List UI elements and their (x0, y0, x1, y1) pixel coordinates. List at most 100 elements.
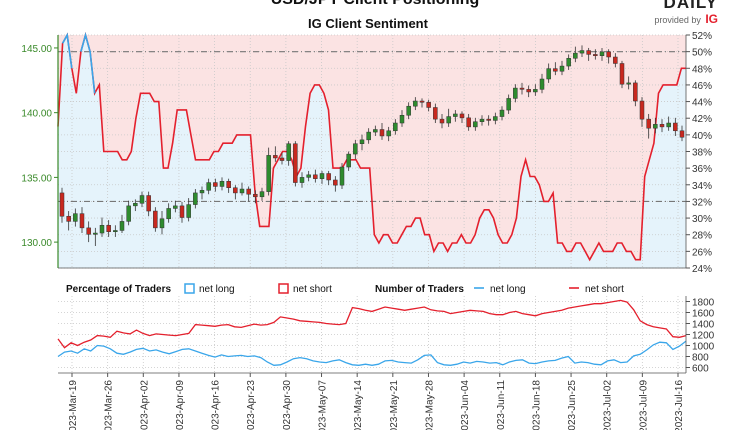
pct-tick-label: 36% (692, 164, 712, 175)
chart-subtitle: IG Client Sentiment (308, 16, 429, 31)
candle-body (533, 89, 538, 93)
candle-body (633, 82, 638, 102)
candle (459, 111, 465, 124)
date-tick-label: 2023-May-14 (353, 380, 364, 430)
candle (579, 45, 585, 58)
candle-body (219, 181, 225, 187)
candle-body (419, 100, 425, 103)
candle (186, 198, 191, 222)
candle-body (373, 129, 378, 133)
candle-body (139, 195, 145, 204)
pct-tick-label: 52% (692, 31, 712, 42)
price-sentiment-panel: 130.00 135.00 140.00 145.00 24% 26% 28% 30% 32% 3… (21, 31, 712, 275)
candle-body (133, 203, 138, 207)
brand-ig-logo: IG (705, 12, 718, 26)
candle-body (673, 122, 678, 132)
candle (199, 186, 205, 200)
candle-body (493, 116, 498, 121)
candle (653, 117, 658, 134)
pct-tick-label: 28% (692, 231, 712, 242)
candle (139, 191, 145, 208)
candle-body (266, 155, 271, 192)
candle (633, 80, 638, 107)
candle (593, 49, 598, 60)
net-short-pct-line (57, 32, 686, 262)
candle-body (93, 232, 98, 235)
candle (259, 187, 265, 201)
candle-body (206, 182, 211, 191)
candle (399, 110, 405, 127)
candle (293, 141, 298, 187)
pct-tick-label: 34% (692, 181, 712, 192)
candle (126, 200, 131, 226)
price-tick-label: 135.00 (21, 173, 52, 184)
candle (586, 47, 591, 61)
count-tick-label: 1600 (692, 309, 715, 320)
candle-body (286, 143, 291, 161)
pct-tick-label: 42% (692, 114, 712, 125)
candle (146, 191, 151, 217)
candle (479, 115, 485, 126)
candle-body (506, 98, 511, 111)
candle-body (86, 227, 91, 235)
candle (106, 220, 111, 237)
legend-pct-title: Percentage of Traders (66, 284, 171, 295)
candle-body (186, 204, 191, 218)
candle (173, 200, 178, 213)
candle-body (446, 116, 451, 124)
candle-body (473, 121, 478, 128)
count-tick-label: 1000 (692, 342, 715, 353)
candle (526, 85, 531, 98)
candle (466, 113, 471, 131)
candle (226, 178, 231, 193)
candle (606, 49, 611, 64)
candle-body (193, 192, 198, 205)
brand-text: DAILY (663, 0, 718, 12)
candle (673, 117, 678, 136)
candle (659, 119, 665, 133)
count-tick-label: 1800 (692, 298, 715, 309)
candle-body (486, 118, 491, 121)
candle (266, 147, 271, 196)
count-tick-label: 800 (692, 353, 709, 364)
candle (239, 182, 245, 196)
candle (539, 73, 545, 94)
candle (446, 108, 451, 127)
legend-pct-short: net short (293, 284, 332, 295)
candle (393, 119, 398, 135)
date-tick-label: 2023-May-28 (424, 380, 435, 430)
candle (319, 170, 325, 184)
candle-body (499, 109, 505, 117)
candle-body (659, 124, 665, 128)
candle (299, 172, 305, 188)
pct-tick-label: 24% (692, 264, 712, 275)
candle-body (546, 68, 551, 80)
brand-provided-by: provided by (654, 15, 701, 25)
candle (346, 151, 351, 171)
candle-body (466, 117, 471, 128)
candle-body (459, 113, 465, 119)
candle-body (526, 89, 531, 93)
candle-body (393, 122, 398, 132)
candle-body (106, 225, 111, 233)
candle (353, 139, 358, 160)
count-tick-label: 600 (692, 364, 709, 375)
candle (373, 125, 378, 136)
legend-num-long: net long (490, 284, 526, 295)
candle (279, 152, 285, 165)
candle (553, 62, 558, 76)
count-net-short-line (57, 299, 687, 349)
pct-tick-label: 38% (692, 148, 712, 159)
pct-tick-label: 26% (692, 247, 712, 258)
candle-body (346, 153, 351, 168)
candle (413, 97, 418, 111)
price-tick-label: 140.00 (21, 109, 52, 120)
candle-body (153, 210, 158, 229)
candle-body (199, 190, 205, 194)
candle-body (553, 68, 558, 72)
candle-body (293, 143, 298, 183)
candle (639, 97, 645, 127)
candle-body (613, 56, 618, 64)
pct-tick-label: 30% (692, 214, 712, 225)
